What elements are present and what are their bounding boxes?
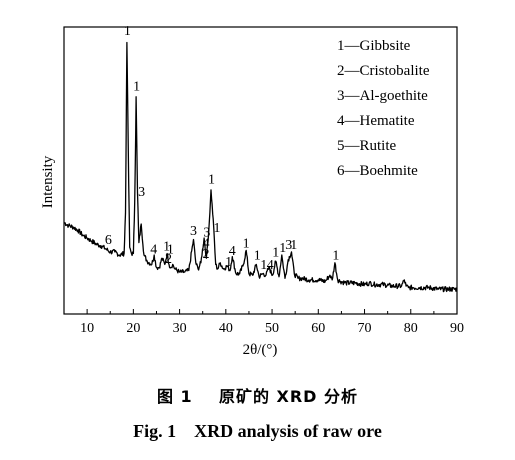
peak-label: 4 (229, 244, 236, 259)
caption-en-text: XRD analysis of raw ore (194, 421, 382, 441)
peak-label: 1 (272, 246, 279, 261)
caption-chinese: 图 1 原矿的 XRD 分析 (0, 383, 515, 407)
peak-label: 1 (290, 238, 297, 253)
x-tick-label: 10 (80, 321, 94, 336)
peak-label: 2 (165, 252, 172, 267)
x-tick-label: 40 (219, 321, 233, 336)
legend-entry: 3—Al-goethite (337, 88, 428, 104)
x-tick-label: 50 (265, 321, 279, 336)
caption-en-label: Fig. 1 (133, 421, 177, 441)
peak-label: 1 (167, 242, 174, 257)
legend: 1—Gibbsite 2—Cristobalite 3—Al-goethite 4—H… (337, 38, 430, 179)
peak-label: 6 (105, 233, 112, 248)
caption-english: Fig. 1 XRD analysis of raw ore (0, 421, 515, 442)
x-axis-ticks: 10 20 30 40 50 60 70 80 90 (80, 309, 464, 336)
peak-label: 4 (150, 242, 157, 257)
plot-frame (63, 26, 458, 315)
x-tick-label: 80 (404, 321, 418, 336)
peak-label: 1 (163, 239, 170, 254)
peak-label: 3 (285, 238, 292, 253)
peak-label: 1 (260, 258, 267, 273)
y-axis-title: Intensity (40, 155, 56, 208)
caption-cn-label: 图 1 (156, 387, 193, 406)
x-tick-label: 70 (358, 321, 372, 336)
legend-entry: 4—Hematite (337, 113, 415, 129)
peak-label: 2 (202, 247, 209, 262)
peak-label: 3 (138, 185, 145, 200)
x-axis-title: 2θ/(°) (243, 342, 278, 358)
legend-entry: 5—Rutite (337, 138, 397, 154)
peak-label: 1 (124, 24, 131, 39)
peak-label: 4 (202, 236, 209, 251)
peak-label: 1 (133, 80, 140, 95)
legend-entry: 2—Cristobalite (337, 63, 430, 79)
peak-label: 3 (190, 224, 197, 239)
peak-label: 3 (203, 225, 210, 240)
peak-label: 1 (208, 173, 215, 188)
xrd-pattern-line (63, 41, 458, 293)
x-tick-label: 90 (450, 321, 464, 336)
peak-label: 1 (243, 236, 250, 251)
peak-label: 1 (332, 249, 339, 264)
peak-label: 1 (225, 255, 232, 270)
legend-entry: 6—Boehmite (337, 163, 418, 179)
x-tick-label: 30 (173, 321, 187, 336)
x-tick-label: 20 (126, 321, 140, 336)
peak-label: 1 (254, 249, 261, 264)
peak-label: 1 (279, 241, 286, 256)
x-axis-title-text: 2θ/(°) (243, 342, 278, 358)
x-tick-label: 60 (311, 321, 325, 336)
peak-label: 1 (214, 221, 221, 236)
peak-label: 4 (267, 258, 274, 273)
caption-cn-text: 原矿的 XRD 分析 (218, 387, 359, 406)
legend-entry: 1—Gibbsite (337, 38, 411, 54)
